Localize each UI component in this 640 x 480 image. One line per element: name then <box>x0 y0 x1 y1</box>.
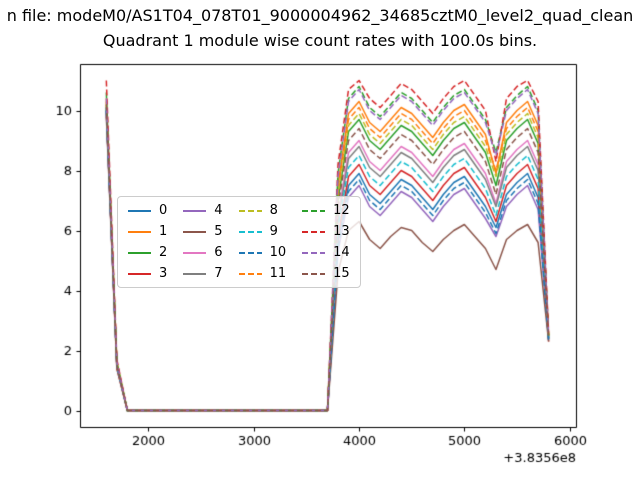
legend-dashed-line-sample <box>238 209 262 212</box>
legend-solid-line-sample <box>183 230 207 233</box>
legend-item-label: 2 <box>159 245 168 260</box>
legend-item-label: 11 <box>269 266 287 281</box>
legend-item: 4 <box>183 203 223 218</box>
legend-item: 0 <box>128 204 167 217</box>
axes-title: Quadrant 1 module wise count rates with … <box>102 31 538 50</box>
legend-solid-line-sample <box>128 251 151 254</box>
legend-item: 6 <box>183 245 223 260</box>
legend-item-label: 8 <box>269 203 278 218</box>
legend-item-label: 10 <box>269 245 287 260</box>
legend-item: 7 <box>183 266 223 281</box>
legend-item-label: 9 <box>269 224 278 239</box>
legend-item-label: 13 <box>333 224 350 239</box>
legend-item: 1 <box>128 225 167 238</box>
legend-solid-line-sample <box>183 272 207 275</box>
legend-solid-line-sample <box>128 272 151 275</box>
legend-solid-line-sample <box>128 209 151 212</box>
legend-item-label: 1 <box>159 224 168 239</box>
legend-dashed-line-sample <box>302 230 326 233</box>
legend-item-label: 14 <box>333 245 350 260</box>
legend-item: 13 <box>302 225 350 238</box>
legend-item-label: 3 <box>159 266 168 281</box>
legend-dashed-line-sample <box>238 230 262 233</box>
legend-item-label: 7 <box>214 266 223 281</box>
legend-item-label: 5 <box>214 224 223 239</box>
legend-item: 10 <box>238 245 287 260</box>
legend-dashed-line-sample <box>238 251 262 254</box>
figure-suptitle: n file: modeM0/AS1T04_078T01_9000004962_… <box>6 6 634 25</box>
legend-solid-line-sample <box>183 251 207 254</box>
legend-dashed-line-sample <box>302 209 326 212</box>
legend-item: 15 <box>302 267 350 280</box>
legend-dashed-line-sample <box>302 251 326 254</box>
legend: 0 1 2 3 4 5 6 7 8 9 10 11 12 13 14 15 <box>117 196 361 288</box>
legend-solid-line-sample <box>128 230 151 233</box>
legend-item-label: 6 <box>214 245 223 260</box>
legend-item: 9 <box>238 224 287 239</box>
legend-dashed-line-sample <box>238 272 262 275</box>
legend-item: 2 <box>128 246 167 259</box>
legend-item-label: 0 <box>159 203 168 218</box>
legend-item-label: 15 <box>333 266 350 281</box>
legend-item-label: 4 <box>214 203 223 218</box>
legend-item: 12 <box>302 204 350 217</box>
legend-item: 3 <box>128 267 167 280</box>
legend-item: 8 <box>238 203 287 218</box>
legend-item: 14 <box>302 246 350 259</box>
legend-dashed-line-sample <box>302 272 326 275</box>
legend-item-label: 12 <box>333 203 350 218</box>
legend-item: 11 <box>238 266 287 281</box>
legend-item: 5 <box>183 224 223 239</box>
legend-solid-line-sample <box>183 209 207 212</box>
